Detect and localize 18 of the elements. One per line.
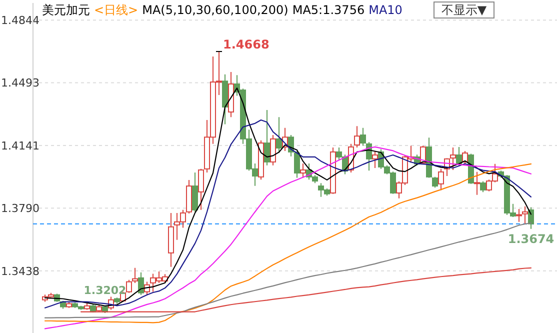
annotation: MA(5,10,30,60,100,200) <box>142 3 288 17</box>
text: MA5:1.3756 <box>292 3 365 17</box>
candlestick <box>450 146 456 170</box>
annotation: 1.4668 <box>223 38 270 52</box>
annotation: 不显示▼ <box>441 3 488 17</box>
y-tick-label: 1.4844 <box>1 14 40 28</box>
y-tick-label: 1.3438 <box>1 264 40 278</box>
line-series <box>80 267 532 312</box>
annotation: 1.3202 <box>84 284 126 297</box>
text: MA10 <box>368 3 402 17</box>
annotation: 1.3674 <box>508 232 554 246</box>
candlestick <box>168 212 174 268</box>
chart-title: 美元加元 <box>42 3 90 17</box>
y-tick-label: 1.4141 <box>1 140 40 153</box>
y-tick-label: 1.3790 <box>1 202 40 216</box>
candlestick <box>474 171 480 196</box>
chart-subtitle: <日线> <box>94 3 138 17</box>
y-tick-label: 1.4493 <box>1 76 40 90</box>
